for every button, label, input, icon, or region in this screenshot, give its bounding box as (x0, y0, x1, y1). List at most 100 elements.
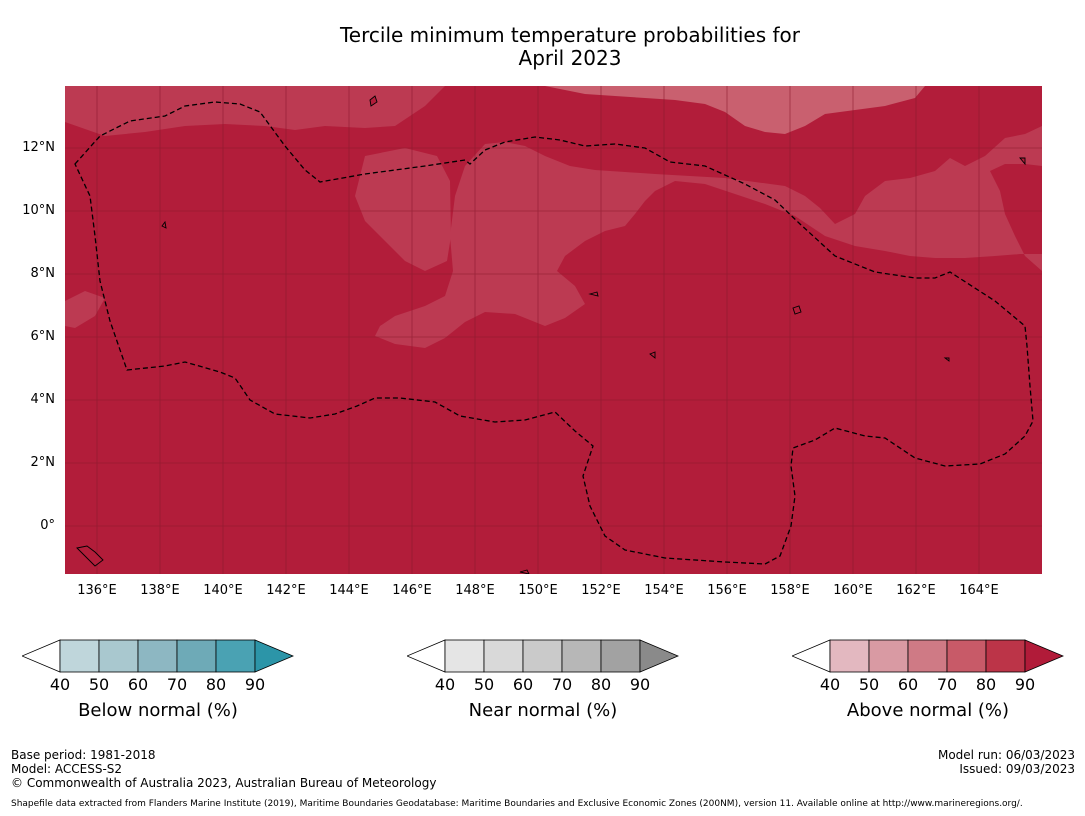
eez-boundary (74, 101, 1034, 565)
colorbar-under-triangle (792, 639, 831, 673)
colorbar-over-triangle (1024, 639, 1064, 673)
colorbar-tick-label: 80 (975, 675, 997, 694)
chart-title-line1: Tercile minimum temperature probabilitie… (339, 23, 801, 47)
map-fill-mid-southwest (65, 291, 105, 328)
longitude-tick-label: 142°E (266, 583, 306, 598)
colorbar-segment (176, 639, 217, 673)
longitude-tick-label: 150°E (518, 583, 558, 598)
colorbar-tick-label: 40 (434, 675, 456, 694)
colorbar-tick-label: 40 (49, 675, 71, 694)
longitude-tick-label: 138°E (140, 583, 180, 598)
colorbar (792, 639, 1064, 673)
colorbar-tick-label: 50 (473, 675, 495, 694)
colorbar-tick-label: 90 (1014, 675, 1036, 694)
longitude-tick-label: 136°E (77, 583, 117, 598)
island-shape (519, 569, 530, 574)
colorbar-under-triangle (22, 639, 61, 673)
colorbar-segment (98, 639, 139, 673)
base-period-text: Base period: 1981-2018 (11, 748, 156, 762)
map-fill-dark (65, 86, 1042, 574)
colorbar-tick-labels: 40 50 60 70 80 90 (407, 675, 679, 695)
issued-text: Issued: 09/03/2023 (959, 762, 1075, 776)
map-panel (65, 86, 1042, 574)
colorbar (22, 639, 294, 673)
colorbar-segment (215, 639, 256, 673)
longitude-tick-label: 156°E (707, 583, 747, 598)
colorbar-tick-label: 90 (244, 675, 266, 694)
island-shape (1019, 157, 1026, 166)
latitude-tick-label: 2°N (30, 455, 56, 470)
island-shape (588, 291, 599, 297)
colorbar-tick-label: 70 (551, 675, 573, 694)
island-shape (161, 220, 167, 229)
colorbar-tick-label: 80 (590, 675, 612, 694)
colorbar-tick-label: 70 (166, 675, 188, 694)
longitude-tick-label: 146°E (392, 583, 432, 598)
colorbar-tick-label: 90 (629, 675, 651, 694)
latitude-tick-label: 4°N (30, 392, 56, 407)
map-gridlines (65, 86, 1042, 574)
colorbar-tick-label: 80 (205, 675, 227, 694)
island-shape (649, 351, 656, 359)
longitude-tick-label: 162°E (896, 583, 936, 598)
chart-title: Tercile minimum temperature probabilitie… (0, 24, 1085, 70)
island-shape (369, 95, 378, 107)
colorbar-title: Below normal (%) (78, 700, 238, 721)
latitude-tick-label: 8°N (30, 266, 56, 281)
colorbar (407, 639, 679, 673)
longitude-tick-label: 152°E (581, 583, 621, 598)
colorbar-tick-labels: 40 50 60 70 80 90 (792, 675, 1064, 695)
colorbar-tick-label: 60 (897, 675, 919, 694)
colorbar-tick-labels: 40 50 60 70 80 90 (22, 675, 294, 695)
islands (76, 95, 1026, 574)
island-shape (76, 545, 104, 567)
longitude-tick-label: 140°E (203, 583, 243, 598)
model-run-text: Model run: 06/03/2023 (937, 748, 1075, 762)
colorbar-title: Near normal (%) (468, 700, 618, 721)
copyright-text: © Commonwealth of Australia 2023, Austra… (11, 776, 437, 790)
colorbar-segment (946, 639, 987, 673)
longitude-tick-label: 148°E (455, 583, 495, 598)
island-shape (943, 357, 950, 362)
colorbar-segment (985, 639, 1026, 673)
colorbar-tick-label: 50 (88, 675, 110, 694)
footer-right: Model run: 06/03/2023 Issued: 09/03/2023 (938, 748, 1075, 776)
latitude-tick-label: 6°N (30, 329, 56, 344)
colorbar-over-triangle (254, 639, 294, 673)
longitude-tick-label: 144°E (329, 583, 369, 598)
colorbar-tick-label: 50 (858, 675, 880, 694)
colorbar-tick-label: 60 (127, 675, 149, 694)
latitude-tick-label: 10°N (22, 203, 55, 218)
longitude-tick-label: 154°E (644, 583, 684, 598)
longitude-tick-label: 164°E (959, 583, 999, 598)
colorbar-under-triangle (407, 639, 446, 673)
latitude-tick-label: 0° (40, 518, 55, 533)
probability-map (65, 86, 1042, 574)
colorbar-segment (907, 639, 948, 673)
latitude-tick-label: 12°N (22, 140, 55, 155)
map-fill-light (545, 86, 925, 134)
colorbar-segment (829, 639, 870, 673)
longitude-tick-label: 160°E (833, 583, 873, 598)
island-shape (792, 305, 802, 315)
shapefile-credit: Shapefile data extracted from Flanders M… (11, 799, 1023, 809)
map-fill-mid (65, 86, 1042, 348)
colorbar-tick-label: 70 (936, 675, 958, 694)
colorbar-segment (137, 639, 178, 673)
footer-left: Base period: 1981-2018 Model: ACCESS-S2 … (11, 748, 436, 790)
model-text: Model: ACCESS-S2 (11, 762, 123, 776)
colorbar-segment (561, 639, 602, 673)
chart-title-line2: April 2023 (518, 46, 622, 70)
colorbar-segment (483, 639, 524, 673)
colorbar-segment (444, 639, 485, 673)
colorbar-title: Above normal (%) (846, 700, 1010, 721)
colorbar-over-triangle (639, 639, 679, 673)
colorbar-tick-label: 60 (512, 675, 534, 694)
colorbar-segment (59, 639, 100, 673)
colorbar-tick-label: 40 (819, 675, 841, 694)
colorbar-segment (600, 639, 641, 673)
longitude-tick-label: 158°E (770, 583, 810, 598)
colorbar-segment (522, 639, 563, 673)
colorbar-segment (868, 639, 909, 673)
map-fill-mid-centre (355, 148, 451, 271)
